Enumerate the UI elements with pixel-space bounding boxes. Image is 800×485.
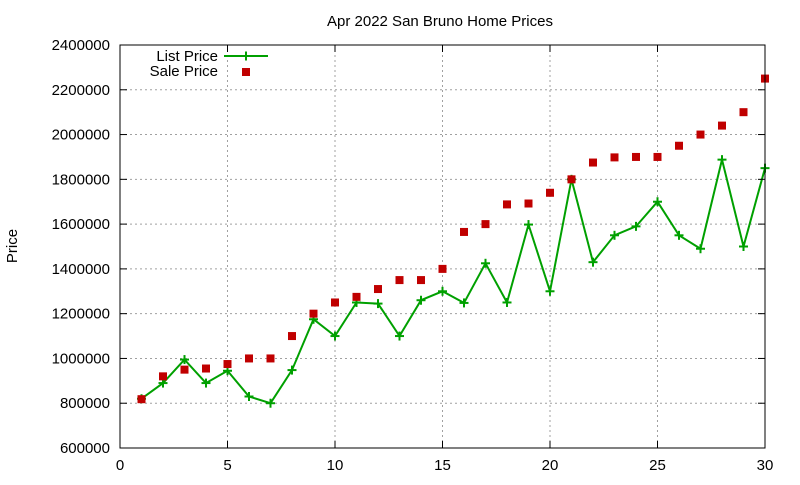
list-price-point [588, 257, 598, 267]
list-price-point [459, 298, 469, 308]
list-price-point [545, 286, 555, 296]
list-price-point [717, 155, 727, 165]
x-tick-label: 5 [223, 457, 231, 474]
legend-label-sale-price: Sale Price [150, 63, 218, 80]
sale-price-point [739, 108, 748, 117]
y-tick-label: 1000000 [52, 350, 110, 367]
list-price-point [653, 197, 662, 207]
x-tick-label: 15 [434, 457, 451, 474]
list-price-point [287, 365, 297, 375]
sale-price-point [460, 227, 468, 236]
sale-price-point [245, 354, 253, 363]
x-tick-label: 20 [542, 457, 559, 474]
list-price-point [481, 258, 490, 268]
x-tick-label: 0 [116, 457, 124, 474]
y-axis-label: Price [4, 229, 21, 263]
sale-price-point [159, 372, 167, 381]
list-price-point [438, 286, 447, 296]
y-tick-label: 1600000 [52, 216, 110, 233]
sale-price-point [395, 276, 404, 285]
legend-swatch-list-price-marker [241, 51, 251, 61]
x-tick-label: 25 [649, 457, 666, 474]
sale-price-point [675, 141, 683, 150]
list-price-point [266, 398, 275, 408]
list-price-point [674, 230, 684, 240]
legend-label-list-price: List Price [156, 48, 218, 65]
list-price-line [140, 159, 766, 405]
list-price-point [244, 392, 254, 402]
legend: List Price Sale Price [150, 48, 268, 80]
sale-price-point [653, 152, 662, 161]
sale-price-point [374, 285, 382, 294]
sale-price-point [180, 365, 189, 374]
sale-price-point [266, 354, 275, 363]
sale-price-point [589, 158, 597, 167]
sale-price-point [417, 276, 425, 285]
list-price-point [502, 297, 512, 307]
sale-price-point [202, 364, 210, 373]
y-tick-label: 1800000 [52, 171, 110, 188]
sale-price-point [610, 153, 619, 162]
sale-price-point [718, 121, 726, 130]
list-price-point [180, 355, 189, 365]
list-price-point [739, 242, 748, 251]
sale-price-point [438, 264, 447, 273]
list-price-point [696, 244, 705, 254]
list-price-point [416, 295, 426, 305]
list-price-point [373, 299, 383, 309]
axes: 600000 800000 1000000 1200000 1400000 1600000… [52, 37, 774, 474]
y-tick-label: 2400000 [52, 37, 110, 54]
list-price-point [631, 221, 641, 231]
y-tick-label: 2200000 [52, 82, 110, 99]
list-price-point [610, 230, 619, 240]
x-tick-label: 30 [757, 457, 774, 474]
list-price-point [524, 220, 533, 230]
x-tick-label: 10 [327, 457, 344, 474]
y-tick-label: 1400000 [52, 261, 110, 278]
list-price-point [330, 331, 340, 341]
y-tick-label: 800000 [60, 395, 110, 412]
list-price-point [201, 378, 211, 388]
sale-price-point [481, 220, 490, 229]
legend-swatches [224, 51, 268, 76]
sale-price-point [696, 130, 705, 139]
sale-price-point [137, 395, 146, 404]
y-tick-label: 2000000 [52, 127, 110, 144]
legend-swatch-sale-price-marker [242, 68, 250, 76]
sale-price-point [524, 199, 533, 208]
y-tick-label: 600000 [60, 440, 110, 457]
sale-price-point [546, 188, 554, 197]
sale-price-point [288, 332, 296, 341]
sale-price-point [331, 298, 339, 307]
gridlines [120, 45, 765, 448]
y-tick-label: 1200000 [52, 306, 110, 323]
sale-price-point [223, 360, 232, 369]
sale-price-point [567, 175, 576, 184]
sale-price-point [309, 309, 318, 318]
sale-price-point [352, 292, 361, 301]
list-price-point [395, 331, 404, 341]
chart-title: Apr 2022 San Bruno Home Prices [327, 13, 553, 30]
sale-price-point [503, 200, 511, 209]
series-layer [137, 74, 770, 408]
sale-price-point [632, 152, 640, 161]
